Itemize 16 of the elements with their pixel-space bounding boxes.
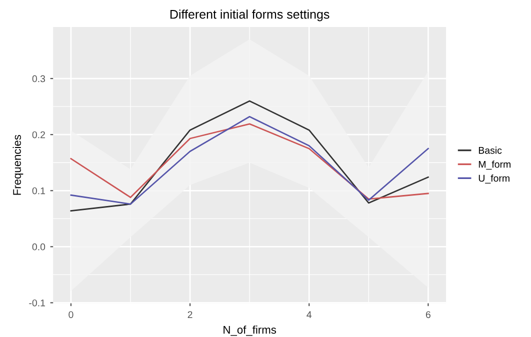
y-tick-label: 0.1 — [32, 187, 45, 194]
legend-label: Basic — [478, 146, 502, 154]
x-tick-label: 2 — [188, 311, 192, 318]
y-tick-label: -0.1 — [29, 299, 45, 306]
y-axis-title: Frequencies — [12, 134, 24, 195]
x-tick-label: 4 — [306, 311, 312, 318]
legend-label: M_form — [478, 160, 510, 170]
y-tick-label: 0.3 — [32, 75, 46, 82]
x-tick-label: 0 — [68, 311, 74, 318]
y-tick-label: 0.2 — [32, 131, 45, 138]
y-tick-label: 0.0 — [32, 243, 46, 250]
x-axis-title: N_of_firms — [224, 326, 276, 336]
x-tick-label: 6 — [426, 311, 430, 318]
line-series — [70, 100, 429, 212]
chart-title: Different initial forms settings — [170, 10, 330, 22]
legend-label: U_form — [478, 174, 510, 184]
